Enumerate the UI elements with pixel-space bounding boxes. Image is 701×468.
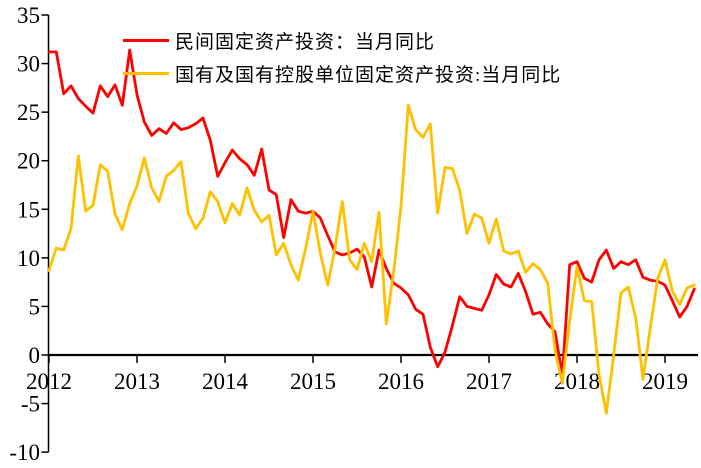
- y-tick-label: 5: [29, 294, 41, 319]
- x-tick-label: 2013: [114, 369, 160, 394]
- x-tick-label: 2015: [290, 369, 336, 394]
- legend-label-private: 民间固定资产投资：当月同比: [175, 31, 436, 53]
- series-line-state: [47, 103, 696, 415]
- x-tick-label: 2017: [466, 369, 512, 394]
- legend-item-state: 国有及国有控股单位固定资产投资:当月同比: [123, 61, 562, 86]
- legend-line-state-icon: [123, 71, 169, 75]
- legend-label-state: 国有及国有控股单位固定资产投资:当月同比: [175, 64, 562, 86]
- y-tick-label: -10: [9, 440, 40, 465]
- y-tick-label: -5: [21, 392, 40, 417]
- y-tick-label: 30: [17, 52, 40, 77]
- x-tick-label: 2019: [642, 369, 688, 394]
- series-line-private: [47, 48, 696, 377]
- y-tick-label: 0: [29, 343, 41, 368]
- y-tick-label: 10: [17, 246, 40, 271]
- x-tick-label: 2012: [26, 369, 72, 394]
- legend-line-private-icon: [123, 38, 169, 42]
- legend-item-private: 民间固定资产投资：当月同比: [123, 28, 561, 53]
- legend: 民间固定资产投资：当月同比 国有及国有控股单位固定资产投资:当月同比: [123, 28, 561, 94]
- x-tick-label: 2016: [378, 369, 424, 394]
- y-tick-label: 35: [17, 3, 40, 28]
- y-tick-label: 25: [17, 100, 40, 125]
- y-tick-label: 15: [17, 197, 40, 222]
- x-tick-label: 2014: [202, 369, 249, 394]
- y-tick-label: 20: [17, 149, 40, 174]
